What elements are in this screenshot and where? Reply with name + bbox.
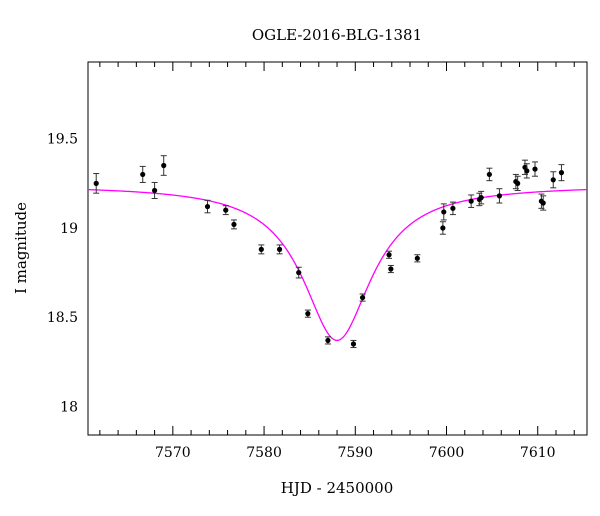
x-axis-label: HJD - 2450000: [281, 479, 394, 497]
data-point: [558, 164, 565, 182]
data-point: [222, 205, 229, 216]
point-marker: [532, 166, 538, 172]
point-marker: [276, 246, 283, 252]
data-point: [359, 293, 366, 302]
model-curve: [87, 188, 588, 342]
y-tick-label: 18.5: [47, 310, 78, 326]
data-point: [386, 250, 393, 259]
data-point: [93, 173, 100, 194]
point-marker: [223, 207, 229, 213]
data-point: [387, 264, 394, 274]
data-point: [258, 244, 265, 255]
plot-frame: [87, 61, 588, 436]
point-marker: [440, 225, 446, 231]
point-marker: [524, 168, 530, 174]
point-marker: [486, 171, 492, 178]
data-point: [414, 254, 421, 263]
point-marker: [450, 205, 456, 211]
y-tick-label: 18: [60, 399, 78, 415]
data-point: [160, 155, 167, 176]
x-tick-label: 7610: [520, 445, 556, 461]
data-point: [151, 181, 158, 200]
point-marker: [496, 193, 503, 199]
point-marker: [296, 269, 302, 276]
point-marker: [550, 177, 556, 183]
point-marker: [350, 341, 357, 347]
y-axis-label: I magnitude: [12, 202, 30, 294]
data-point: [514, 175, 521, 191]
axis-tick-labels: 7570 7580 7590 7600 7610 18 18.5 19 19.5: [47, 132, 556, 461]
point-marker: [204, 203, 211, 210]
x-tick-label: 7590: [337, 445, 373, 461]
data-point: [478, 190, 485, 205]
point-marker: [325, 337, 331, 344]
x-tick-label: 7580: [246, 445, 282, 461]
model-curve-layer: [87, 188, 588, 342]
point-marker: [140, 171, 146, 178]
data-point: [350, 339, 357, 349]
data-point: [523, 163, 530, 179]
x-tick-label: 7600: [429, 445, 465, 461]
data-point: [204, 199, 211, 214]
data-point: [276, 244, 283, 255]
chart-title: OGLE-2016-BLG-1381: [252, 26, 422, 44]
data-point: [468, 194, 475, 208]
data-point: [139, 165, 146, 183]
point-marker: [441, 209, 447, 215]
data-point: [496, 188, 503, 204]
data-point: [324, 336, 331, 345]
point-marker: [468, 198, 474, 204]
y-tick-label: 19: [60, 221, 78, 237]
data-point: [486, 167, 493, 182]
data-point: [230, 219, 237, 230]
data-point: [540, 195, 547, 211]
x-tick-label: 7570: [155, 445, 191, 461]
point-marker: [414, 255, 420, 261]
data-point: [440, 203, 447, 221]
axis-ticks: [99, 62, 575, 435]
point-marker: [231, 221, 237, 228]
point-marker: [305, 311, 311, 317]
point-marker: [258, 246, 264, 252]
data-point: [304, 309, 311, 318]
data-point: [295, 266, 302, 279]
y-tick-label: 19.5: [47, 132, 78, 148]
data-point: [449, 201, 456, 216]
point-marker: [558, 170, 565, 176]
data-point: [532, 161, 539, 177]
point-marker: [359, 294, 366, 301]
point-marker: [515, 180, 521, 186]
point-marker: [151, 187, 158, 194]
point-marker: [161, 162, 167, 169]
point-marker: [93, 180, 99, 186]
data-points-layer: [93, 155, 565, 349]
data-point: [439, 221, 446, 235]
point-marker: [386, 252, 392, 258]
point-marker: [478, 195, 484, 201]
point-marker: [388, 266, 394, 272]
point-marker: [540, 200, 546, 206]
data-point: [550, 171, 557, 189]
